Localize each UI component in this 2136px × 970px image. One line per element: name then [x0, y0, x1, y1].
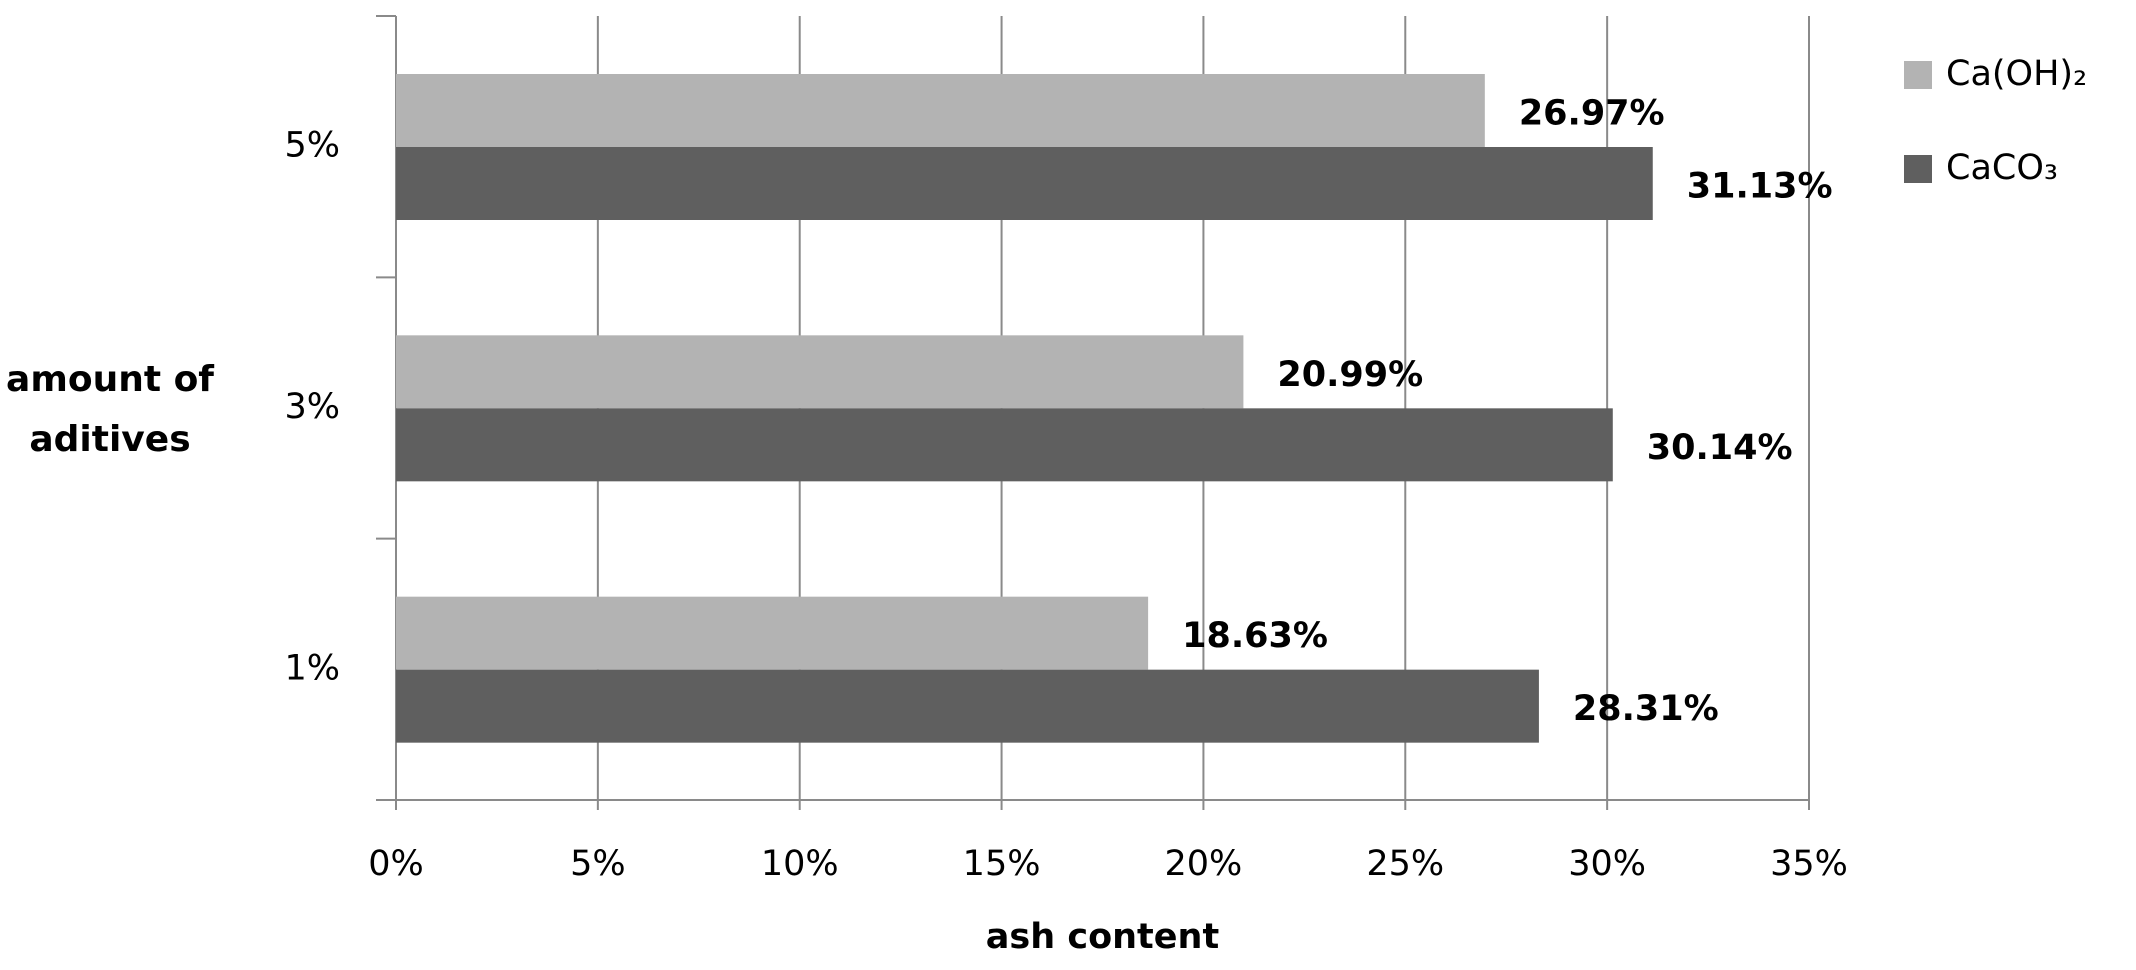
- value-label: 30.14%: [1647, 428, 1793, 468]
- value-label: 18.63%: [1182, 616, 1328, 656]
- y-tick-label: 1%: [284, 648, 340, 688]
- x-tick-label: 20%: [1165, 844, 1243, 884]
- x-tick-label: 30%: [1568, 844, 1646, 884]
- legend-swatch: [1904, 155, 1932, 183]
- bar: [396, 408, 1613, 482]
- x-tick-label: 25%: [1366, 844, 1444, 884]
- bar: [396, 669, 1539, 743]
- value-label: 31.13%: [1687, 167, 1833, 207]
- value-label: 26.97%: [1519, 94, 1665, 134]
- legend-swatch: [1904, 61, 1932, 89]
- x-tick-label: 5%: [570, 844, 626, 884]
- value-label: 20.99%: [1277, 355, 1423, 395]
- legend-label: CaCO₃: [1946, 148, 2058, 188]
- x-tick-label: 35%: [1770, 844, 1848, 884]
- y-axis-title: amount of aditives: [6, 359, 214, 460]
- x-tick-label: 15%: [963, 844, 1041, 884]
- x-axis-title: ash content: [986, 917, 1219, 957]
- bar: [396, 335, 1244, 409]
- bar: [396, 74, 1485, 147]
- x-tick-label: 10%: [761, 844, 839, 884]
- bar: [396, 147, 1653, 220]
- y-tick-label: 5%: [284, 126, 340, 166]
- x-tick-label: 0%: [368, 844, 424, 884]
- legend-label: Ca(OH)₂: [1946, 54, 2087, 94]
- value-label: 28.31%: [1573, 689, 1719, 729]
- bar: [396, 596, 1149, 670]
- y-tick-label: 3%: [284, 387, 340, 427]
